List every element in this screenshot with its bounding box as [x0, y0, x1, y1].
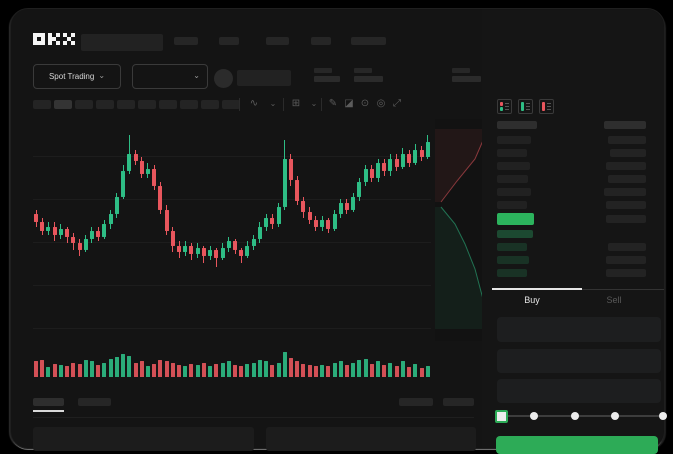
bottom-panel-left	[33, 427, 254, 451]
pair-selector[interactable]: ⌄	[132, 64, 208, 89]
timeframe-preset[interactable]	[222, 100, 240, 109]
search-bar-placeholder[interactable]	[81, 34, 163, 51]
candlestick-chart[interactable]	[33, 121, 431, 341]
timeframe-preset[interactable]	[159, 100, 177, 109]
timeframe-preset[interactable]	[33, 100, 51, 109]
nav-item[interactable]	[311, 37, 331, 45]
orderbook-header-price	[497, 121, 537, 129]
app-window: Spot Trading ⌄ ⌄ ∿ ⌄ ⊞ ⌄ ✎ ◪ ⊙ ◎ ⤢	[10, 8, 667, 454]
chevron-down-icon: ⌄	[193, 70, 200, 80]
chevron-down-icon[interactable]: ⌄	[310, 99, 318, 108]
timeframe-preset[interactable]	[180, 100, 198, 109]
slider-step-25[interactable]	[530, 412, 538, 420]
timeframe-preset[interactable]	[138, 100, 156, 109]
book-split-icon[interactable]	[497, 99, 512, 114]
orderbook-row[interactable]	[497, 230, 646, 238]
active-tab-underline	[492, 288, 582, 290]
timeframe-preset[interactable]	[75, 100, 93, 109]
orderbook-row[interactable]	[497, 256, 646, 264]
orderbook-row[interactable]	[497, 243, 646, 251]
nav-item[interactable]	[219, 37, 239, 45]
eraser-icon[interactable]: ◪	[344, 98, 354, 109]
indicators-icon[interactable]: ∿	[249, 98, 259, 109]
orderbook-asks[interactable]	[497, 136, 646, 214]
orderbook-last-price-row[interactable]	[497, 213, 646, 225]
buy-button[interactable]	[496, 436, 658, 454]
last-price-badge	[497, 213, 534, 225]
orderbook-row[interactable]	[497, 188, 646, 196]
timeframe-preset[interactable]	[117, 100, 135, 109]
orderbook-header-amount	[604, 121, 646, 129]
volume-pane	[33, 349, 431, 377]
bottom-action[interactable]	[443, 398, 474, 406]
nav-item[interactable]	[266, 37, 289, 45]
orderbook-row[interactable]	[497, 149, 646, 157]
chevron-down-icon: ⌄	[98, 70, 106, 80]
bottom-tab-history[interactable]	[78, 398, 111, 406]
settings-icon[interactable]: ◎	[376, 98, 386, 109]
orderbook-row[interactable]	[497, 201, 646, 209]
toolbar-divider	[321, 98, 322, 111]
nav-item[interactable]	[174, 37, 198, 45]
price-input[interactable]	[497, 317, 661, 342]
book-sells-icon[interactable]	[539, 99, 554, 114]
amount-input[interactable]	[497, 349, 661, 373]
orderbook-bids[interactable]	[497, 230, 646, 282]
tab-buy[interactable]: Buy	[524, 295, 540, 305]
orderbook-row[interactable]	[497, 136, 646, 144]
okx-logo[interactable]	[33, 33, 75, 45]
bottom-divider	[33, 417, 474, 418]
candle-style-icon[interactable]: ⊞	[291, 98, 301, 109]
timeframe-preset[interactable]	[96, 100, 114, 109]
right-panel-bg	[482, 9, 664, 448]
slider-handle[interactable]	[495, 410, 508, 423]
tab-sell[interactable]: Sell	[606, 295, 622, 305]
bottom-panel-right	[266, 427, 476, 451]
depth-curves	[435, 128, 489, 330]
timeframe-preset[interactable]	[201, 100, 219, 109]
orderbook-row[interactable]	[497, 175, 646, 183]
pair-name-placeholder	[237, 70, 291, 86]
slider-step-50[interactable]	[571, 412, 579, 420]
toolbar-divider	[239, 98, 240, 111]
orderbook-row[interactable]	[497, 162, 646, 170]
draw-tool-icon[interactable]: ✎	[328, 98, 338, 109]
slider-step-100[interactable]	[659, 412, 667, 420]
nav-item[interactable]	[351, 37, 386, 45]
market-type-label: Spot Trading	[48, 72, 95, 81]
amount-slider-track[interactable]	[501, 415, 665, 417]
timeframe-preset[interactable]	[54, 100, 72, 109]
total-input[interactable]	[497, 379, 661, 403]
chevron-down-icon[interactable]: ⌄	[269, 99, 277, 108]
coin-icon	[214, 69, 233, 88]
bottom-tab-open-orders[interactable]	[33, 398, 64, 406]
bottom-tab-underline	[33, 410, 64, 412]
toolbar-divider	[283, 98, 284, 111]
orderbook-row[interactable]	[497, 269, 646, 277]
market-type-selector[interactable]: Spot Trading ⌄	[33, 64, 121, 89]
fullscreen-icon[interactable]: ⤢	[393, 98, 401, 109]
slider-step-75[interactable]	[611, 412, 619, 420]
bottom-action[interactable]	[399, 398, 433, 406]
book-buys-icon[interactable]	[518, 99, 533, 114]
camera-icon[interactable]: ⊙	[360, 98, 370, 109]
